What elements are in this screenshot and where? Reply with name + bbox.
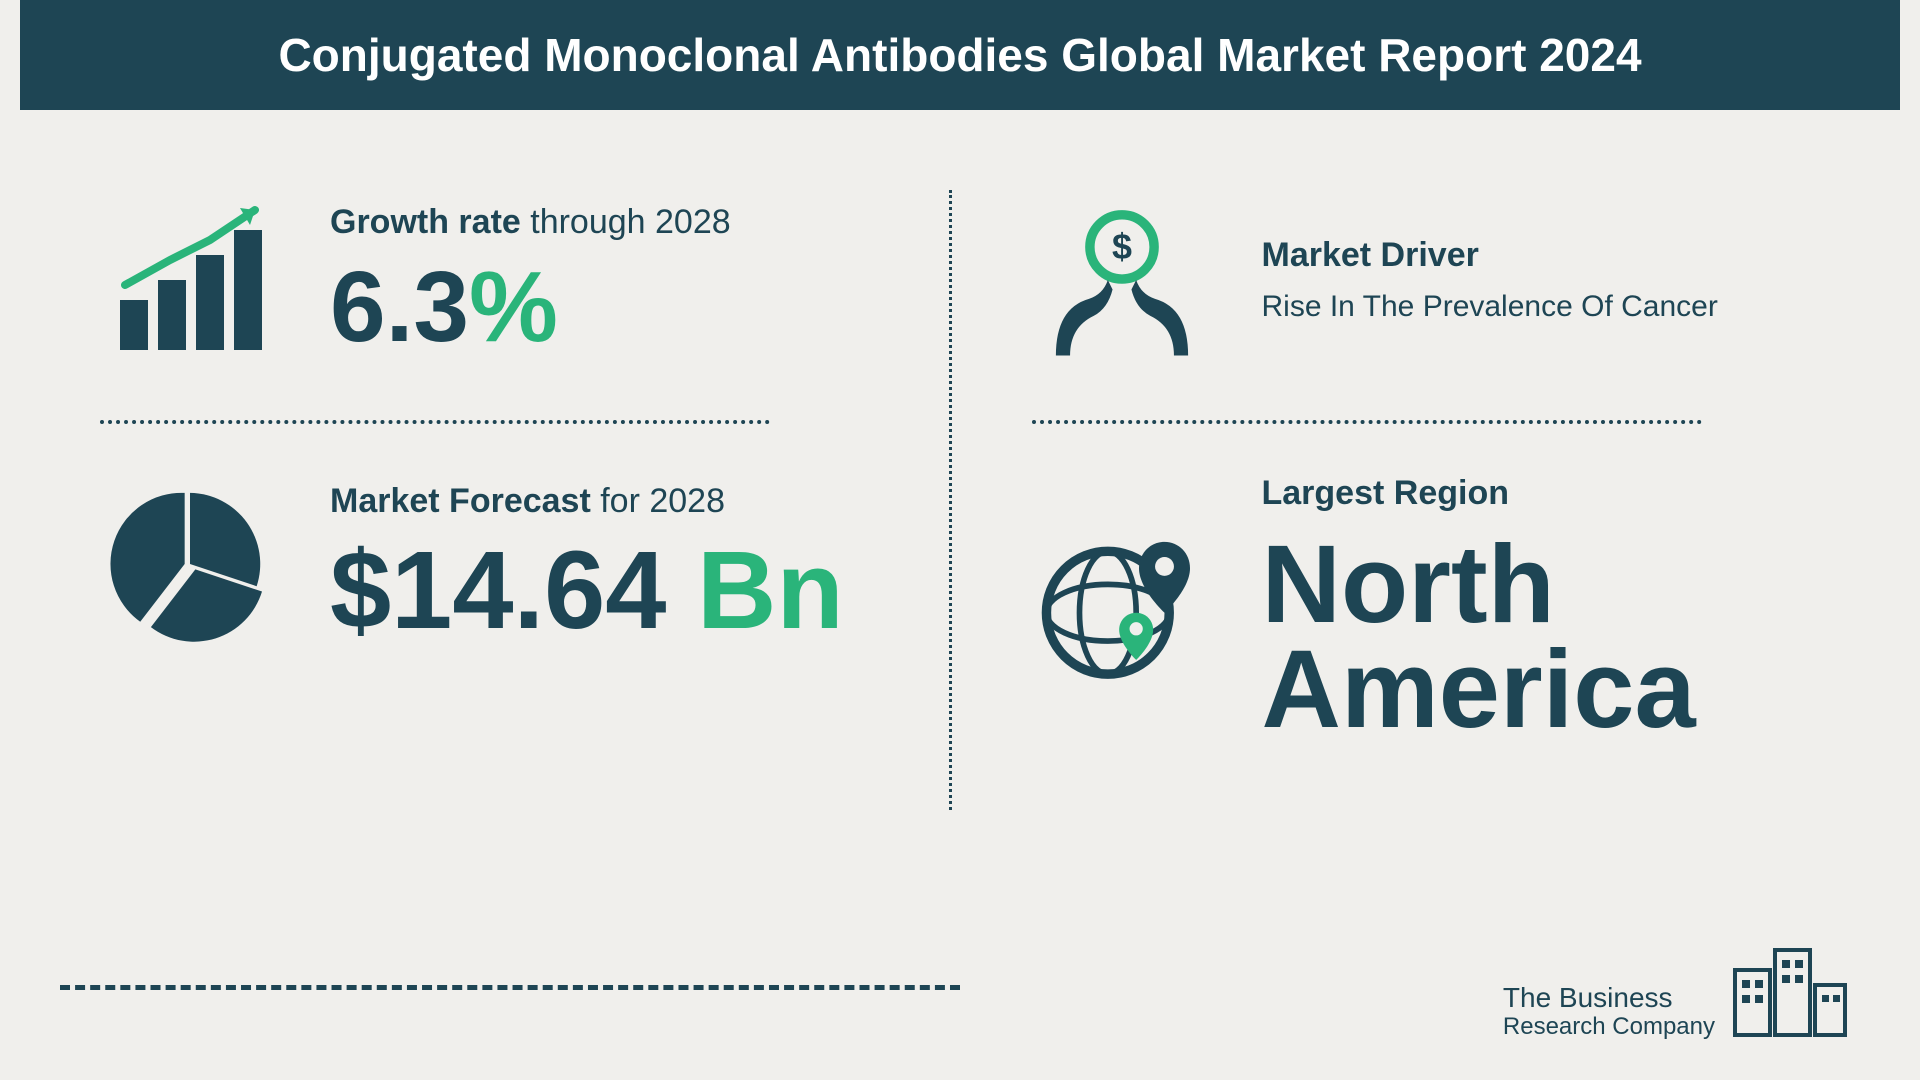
growth-text: Growth rate through 2028 6.3% bbox=[330, 203, 889, 357]
company-logo: The Business Research Company bbox=[1503, 930, 1850, 1040]
right-column: $ Market Driver Rise In The Prevalence O… bbox=[952, 170, 1821, 930]
driver-description: Rise In The Prevalence Of Cancer bbox=[1262, 290, 1821, 324]
driver-label: Market Driver bbox=[1262, 236, 1821, 275]
globe-pin-icon bbox=[1032, 518, 1212, 698]
growth-chart-icon bbox=[100, 190, 280, 370]
pie-chart-icon bbox=[100, 474, 280, 654]
content-grid: Growth rate through 2028 6.3% Market For… bbox=[0, 110, 1920, 930]
left-column: Growth rate through 2028 6.3% Market For… bbox=[100, 170, 949, 930]
driver-text-block: Market Driver Rise In The Prevalence Of … bbox=[1262, 236, 1821, 324]
right-divider bbox=[1032, 420, 1702, 424]
forecast-value: $14.64 Bn bbox=[330, 536, 889, 646]
bottom-dashed-line bbox=[60, 985, 960, 990]
region-value: North America bbox=[1262, 533, 1821, 742]
hands-money-icon: $ bbox=[1032, 190, 1212, 370]
region-label: Largest Region bbox=[1262, 474, 1821, 513]
report-title-bar: Conjugated Monoclonal Antibodies Global … bbox=[20, 0, 1900, 110]
region-text-block: Largest Region North America bbox=[1262, 474, 1821, 742]
logo-buildings-icon bbox=[1730, 930, 1850, 1040]
region-section: Largest Region North America bbox=[1032, 454, 1821, 762]
logo-text: The Business Research Company bbox=[1503, 983, 1715, 1040]
driver-section: $ Market Driver Rise In The Prevalence O… bbox=[1032, 170, 1821, 390]
growth-section: Growth rate through 2028 6.3% bbox=[100, 170, 889, 390]
forecast-label: Market Forecast for 2028 bbox=[330, 482, 889, 521]
growth-value: 6.3% bbox=[330, 257, 889, 357]
svg-text:$: $ bbox=[1112, 227, 1132, 267]
report-title: Conjugated Monoclonal Antibodies Global … bbox=[278, 29, 1641, 81]
forecast-text: Market Forecast for 2028 $14.64 Bn bbox=[330, 482, 889, 646]
growth-label: Growth rate through 2028 bbox=[330, 203, 889, 242]
left-divider bbox=[100, 420, 770, 424]
forecast-section: Market Forecast for 2028 $14.64 Bn bbox=[100, 454, 889, 674]
